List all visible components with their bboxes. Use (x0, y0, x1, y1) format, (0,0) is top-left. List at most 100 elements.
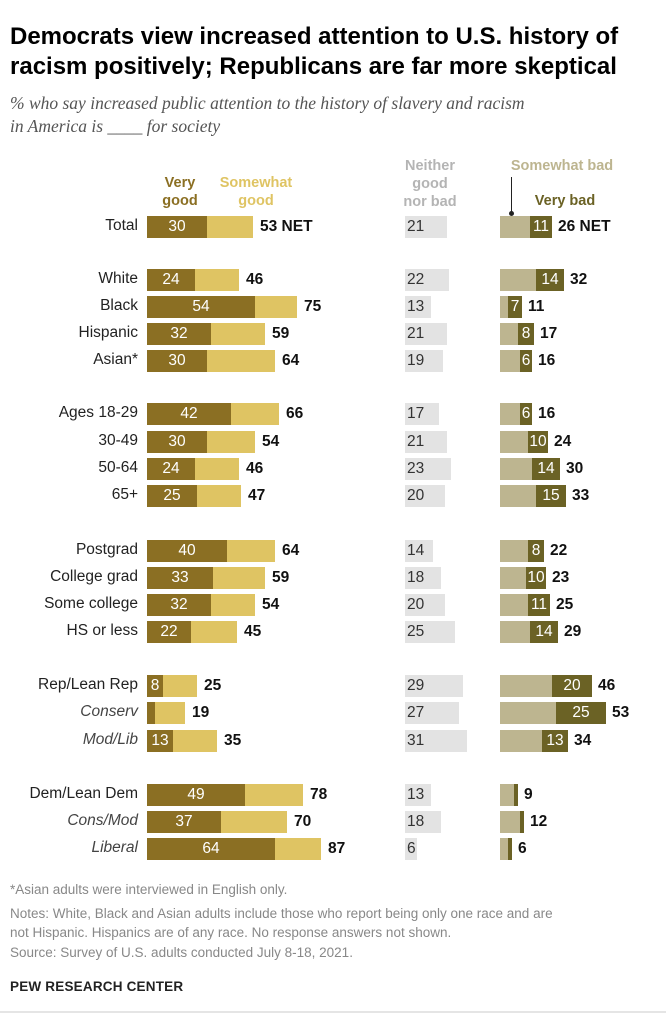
bad-net-label: 16 (538, 352, 556, 369)
bar-neither-label: 21 (407, 218, 425, 235)
bar-very-bad-label: 6 (521, 405, 531, 422)
bar-neither-label: 18 (407, 569, 425, 586)
bar-very-good-label: 30 (168, 433, 186, 450)
bar-very-good-label: 49 (187, 786, 205, 803)
row-label: Mod/Lib (82, 731, 138, 748)
good-net-label: 46 (246, 271, 264, 288)
bar-very-good (147, 730, 173, 752)
bar-very-good-label: 24 (162, 271, 180, 288)
bar-very-good (147, 675, 163, 697)
row-label: Hispanic (78, 324, 138, 341)
bar-very-good-label: 37 (175, 813, 193, 830)
good-net-label: 75 (304, 298, 322, 315)
header-very-good-line-1: Very (164, 175, 196, 191)
bar-very-bad-label: 8 (531, 542, 541, 559)
bar-very-good-label: 22 (160, 623, 178, 640)
bar-somewhat-good (275, 838, 321, 860)
good-net-label: 66 (286, 405, 304, 422)
bar-neither (405, 540, 433, 562)
bar-somewhat-good (207, 350, 275, 372)
bad-net-label: 23 (552, 569, 570, 586)
bar-neither (405, 730, 467, 752)
chart-title-line-2: racism positively; Republicans are far m… (10, 53, 617, 80)
row-label: Black (100, 297, 138, 314)
good-net-label: 47 (248, 487, 266, 504)
bad-net-label: 30 (566, 460, 584, 477)
bar-very-good-label: 32 (170, 325, 188, 342)
bar-somewhat-good (163, 675, 197, 697)
bad-net-label: 29 (564, 623, 582, 640)
bar-very-good (147, 702, 155, 724)
bar-neither (405, 675, 463, 697)
bar-somewhat-good (197, 485, 241, 507)
bar-very-good (147, 784, 245, 806)
bar-very-good (147, 458, 195, 480)
header-very-good: Very good (150, 174, 210, 210)
bar-very-bad (514, 784, 518, 806)
header-neither-line-3: nor bad (403, 194, 457, 210)
bar-very-good (147, 485, 197, 507)
bar-somewhat-good (221, 811, 287, 833)
good-net-label: 45 (244, 623, 262, 640)
bar-neither (405, 838, 417, 860)
bar-very-good (147, 838, 275, 860)
bar-very-good (147, 540, 227, 562)
bar-neither (405, 323, 447, 345)
good-net-label: 78 (310, 786, 328, 803)
chart-subtitle: % who say increased public attention to … (10, 92, 660, 138)
header-very-good-line-2: good (162, 193, 198, 209)
bar-very-bad (518, 323, 534, 345)
bar-somewhat-bad (500, 621, 530, 643)
bar-somewhat-good (207, 431, 255, 453)
bar-neither-label: 19 (407, 352, 425, 369)
bar-very-bad (536, 485, 566, 507)
bar-very-bad (542, 730, 568, 752)
bar-very-bad (552, 675, 592, 697)
bar-neither (405, 702, 459, 724)
bar-somewhat-good (231, 403, 279, 425)
bar-neither (405, 594, 445, 616)
bad-net-label: 46 (598, 677, 616, 694)
bar-very-bad-label: 7 (510, 298, 520, 315)
good-net-label: 87 (328, 840, 346, 857)
bar-neither-label: 23 (407, 460, 425, 477)
bar-neither-label: 13 (407, 786, 425, 803)
bar-neither (405, 458, 451, 480)
row-label: Postgrad (75, 541, 138, 558)
bar-very-good (147, 269, 195, 291)
bar-somewhat-good (227, 540, 275, 562)
good-net-label: 59 (272, 325, 290, 342)
bar-very-good-label: 32 (170, 596, 188, 613)
row-label: Total (105, 217, 138, 234)
bar-very-bad (508, 838, 512, 860)
bar-neither (405, 784, 431, 806)
header-somewhat-bad-pointer-dot (509, 211, 514, 216)
bar-neither (405, 621, 455, 643)
good-net-label: 54 (262, 596, 280, 613)
bar-very-good (147, 216, 207, 238)
bar-somewhat-bad (500, 594, 528, 616)
bad-net-label: 53 (612, 704, 630, 721)
bar-somewhat-good (173, 730, 217, 752)
bar-very-bad (520, 403, 532, 425)
bar-neither-label: 25 (407, 623, 425, 640)
row-label: Rep/Lean Rep (38, 676, 138, 693)
bar-very-bad (530, 621, 558, 643)
good-net-label: 59 (272, 569, 290, 586)
good-net-label: 54 (262, 433, 280, 450)
bar-very-good (147, 323, 211, 345)
bar-somewhat-bad (500, 458, 532, 480)
bar-somewhat-bad (500, 485, 536, 507)
bar-somewhat-bad (500, 296, 508, 318)
bad-net-label: 11 (528, 298, 545, 315)
row-label: College grad (50, 568, 138, 585)
bad-net-label: 6 (518, 840, 527, 857)
notes-line-1: Notes: White, Black and Asian adults inc… (10, 906, 553, 921)
row-label: White (98, 270, 138, 287)
bar-neither-label: 31 (407, 732, 425, 749)
bar-somewhat-bad (500, 216, 530, 238)
bad-net-label: 26 NET (558, 218, 611, 235)
bar-very-bad-label: 8 (521, 325, 531, 342)
bar-very-good-label: 8 (150, 677, 160, 694)
good-net-label: 64 (282, 352, 300, 369)
